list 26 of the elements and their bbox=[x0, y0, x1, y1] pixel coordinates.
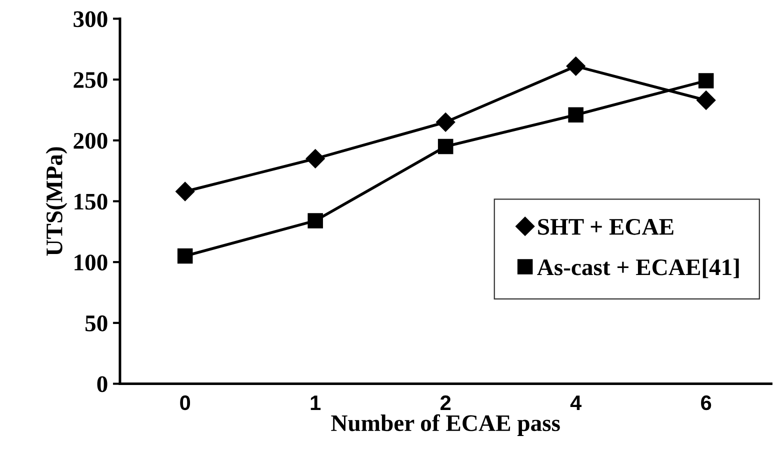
x-tick-label: 0 bbox=[180, 395, 190, 410]
y-tick-label: 250 bbox=[74, 72, 108, 88]
y-tick-label: 50 bbox=[85, 315, 108, 332]
point bbox=[438, 138, 454, 154]
x-tick-label: 4 bbox=[570, 396, 582, 410]
point bbox=[177, 248, 193, 264]
legend-label: SHT + ECAE bbox=[538, 218, 674, 235]
y-tick-label: 200 bbox=[74, 132, 108, 149]
x-tick-label: 6 bbox=[701, 395, 712, 410]
y-tick-label: 100 bbox=[74, 254, 108, 271]
legend-label: As-cast + ECAE[41] bbox=[537, 258, 739, 278]
point bbox=[568, 107, 584, 122]
x-tick-label: 1 bbox=[310, 396, 321, 410]
x-tick-label: 2 bbox=[440, 395, 451, 410]
point bbox=[176, 182, 195, 202]
y-tick-label: 300 bbox=[74, 11, 108, 28]
point bbox=[436, 112, 456, 132]
point bbox=[566, 56, 586, 76]
y-tick-label: 0 bbox=[97, 376, 108, 392]
point bbox=[306, 149, 325, 168]
point bbox=[698, 73, 714, 88]
point bbox=[696, 90, 716, 110]
y-axis-title: UTS(MPa) bbox=[46, 147, 68, 256]
y-tick-label: 150 bbox=[74, 194, 108, 210]
x-axis-title: Number of ECAE pass bbox=[331, 414, 560, 436]
point bbox=[308, 213, 323, 228]
